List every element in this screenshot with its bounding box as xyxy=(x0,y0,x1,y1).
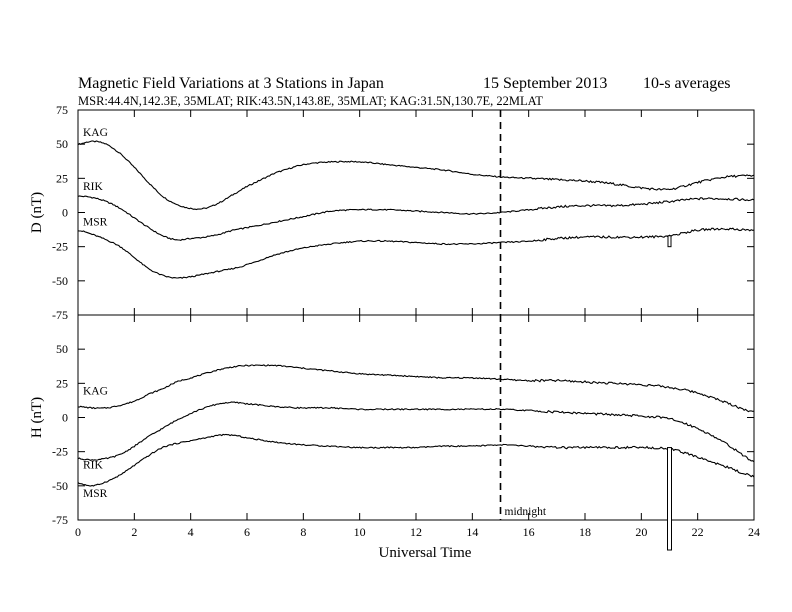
y-tick-label: -75 xyxy=(52,308,68,322)
y-tick-label: 0 xyxy=(62,411,68,425)
y-tick-label: 50 xyxy=(56,137,68,151)
y-tick-label: -50 xyxy=(52,479,68,493)
x-tick-label: 10 xyxy=(354,525,366,539)
x-tick-label: 18 xyxy=(579,525,591,539)
chart-date: 15 September 2013 xyxy=(483,75,607,92)
series-label-rik: RIK xyxy=(83,460,104,472)
chart-station-info: MSR:44.4N,142.3E, 35MLAT; RIK:43.5N,143.… xyxy=(78,94,543,108)
y-tick-label: -25 xyxy=(52,445,68,459)
y-axis-label: H (nT) xyxy=(29,397,45,438)
x-tick-label: 14 xyxy=(466,525,478,539)
data-spike xyxy=(667,235,672,248)
x-tick-label: 24 xyxy=(748,525,760,539)
series-label-msr: MSR xyxy=(83,488,108,500)
y-tick-label: -25 xyxy=(52,240,68,254)
x-tick-label: 12 xyxy=(410,525,422,539)
midnight-annotation: midnight xyxy=(505,506,547,518)
series-label-kag: KAG xyxy=(83,127,108,139)
y-tick-label: 0 xyxy=(62,206,68,220)
series-line-kag xyxy=(77,364,755,413)
series-line-rik xyxy=(77,401,755,463)
series-line-msr xyxy=(77,227,755,279)
y-tick-label: -50 xyxy=(52,274,68,288)
plot-frame xyxy=(77,109,755,316)
series-label-kag: KAG xyxy=(83,386,108,398)
y-tick-label: 25 xyxy=(56,171,68,185)
x-tick-label: 2 xyxy=(131,525,137,539)
y-tick-label: 25 xyxy=(56,376,68,390)
series-line-rik xyxy=(77,195,755,242)
chart-title: Magnetic Field Variations at 3 Stations … xyxy=(78,75,384,92)
x-tick-label: 8 xyxy=(300,525,306,539)
y-tick-label: -75 xyxy=(52,513,68,527)
x-axis-label: Universal Time xyxy=(379,545,472,561)
x-tick-label: 22 xyxy=(692,525,704,539)
x-tick-label: 6 xyxy=(244,525,250,539)
x-tick-label: 4 xyxy=(188,525,194,539)
d-panel: 75 50 25 0 -25 -50 -75 D (nT) KAG RIK MSR xyxy=(29,103,755,322)
x-tick-label: 20 xyxy=(635,525,647,539)
x-tick-label: 0 xyxy=(75,525,81,539)
plot-frame xyxy=(77,314,755,521)
data-spike xyxy=(667,447,672,551)
y-tick-label: 75 xyxy=(56,103,68,117)
series-line-msr xyxy=(77,433,755,487)
series-line-kag xyxy=(77,140,755,211)
x-tick-label: 16 xyxy=(523,525,535,539)
y-axis-label: D (nT) xyxy=(29,192,45,233)
chart-averaging: 10-s averages xyxy=(643,75,731,92)
series-label-msr: MSR xyxy=(83,216,108,228)
y-tick-label: 50 xyxy=(56,342,68,356)
series-label-rik: RIK xyxy=(83,181,104,193)
